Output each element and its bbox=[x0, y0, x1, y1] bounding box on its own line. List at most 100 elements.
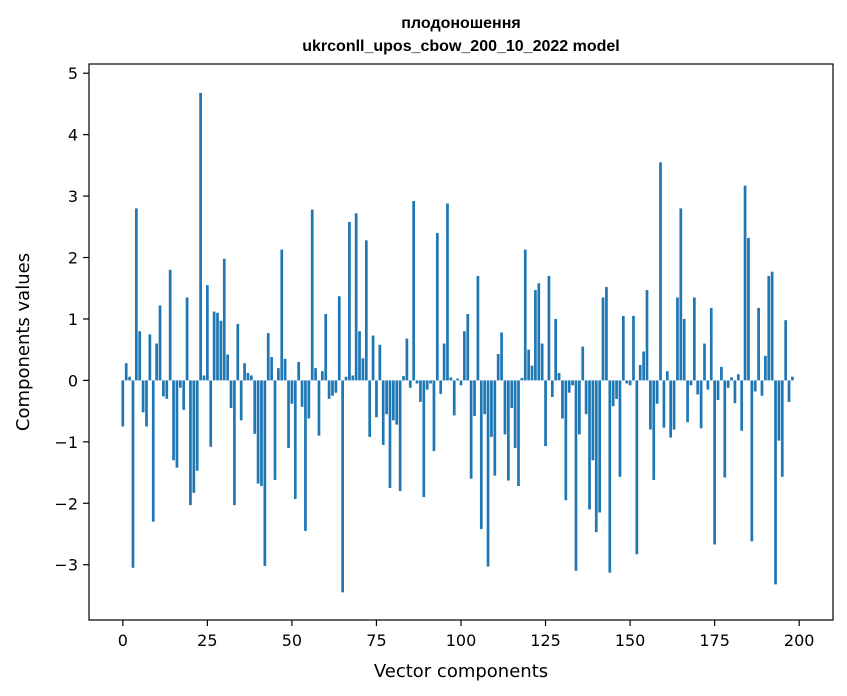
bar bbox=[446, 203, 449, 381]
bar bbox=[686, 380, 689, 423]
bar bbox=[652, 380, 656, 480]
bar bbox=[584, 380, 588, 415]
bar bbox=[649, 380, 652, 430]
bar bbox=[405, 338, 409, 381]
bar bbox=[571, 380, 574, 386]
bar bbox=[699, 380, 703, 429]
bar bbox=[574, 380, 578, 571]
bar bbox=[192, 380, 196, 493]
bar bbox=[716, 380, 720, 401]
bar bbox=[185, 297, 189, 381]
bar bbox=[459, 380, 463, 386]
bar bbox=[625, 380, 629, 384]
bar bbox=[310, 209, 314, 381]
bar bbox=[791, 376, 794, 381]
bar bbox=[297, 361, 301, 381]
bar bbox=[378, 344, 382, 381]
bar bbox=[764, 355, 767, 381]
bar bbox=[726, 380, 730, 388]
bar bbox=[354, 213, 358, 381]
bar bbox=[493, 380, 497, 476]
x-tick-label: 175 bbox=[699, 631, 730, 650]
bar bbox=[517, 380, 520, 487]
bar bbox=[331, 380, 334, 396]
bar bbox=[618, 380, 622, 477]
bar bbox=[371, 335, 375, 381]
bar bbox=[317, 380, 321, 436]
bar bbox=[158, 305, 162, 381]
bar bbox=[243, 363, 246, 381]
bar bbox=[463, 331, 466, 381]
bar bbox=[635, 380, 639, 555]
bar bbox=[341, 380, 344, 593]
y-tick-label: −2 bbox=[54, 494, 78, 513]
bar bbox=[283, 358, 287, 381]
bar bbox=[736, 374, 740, 381]
bar bbox=[632, 315, 635, 381]
bar bbox=[557, 373, 561, 381]
bar bbox=[469, 380, 473, 479]
bar bbox=[337, 296, 341, 381]
bar bbox=[195, 380, 199, 471]
bar bbox=[290, 380, 294, 404]
bar bbox=[581, 346, 585, 381]
bar bbox=[381, 380, 385, 445]
bar bbox=[540, 343, 544, 381]
bar bbox=[320, 371, 324, 381]
bar bbox=[293, 380, 297, 499]
bar bbox=[703, 343, 706, 381]
x-axis-label: Vector components bbox=[374, 661, 548, 682]
bar bbox=[774, 380, 777, 585]
bar bbox=[770, 271, 774, 381]
bar bbox=[175, 380, 179, 468]
bar bbox=[148, 334, 152, 381]
bar bbox=[277, 368, 280, 381]
bar bbox=[334, 380, 338, 393]
bar bbox=[253, 380, 257, 434]
bar bbox=[408, 380, 412, 388]
bar bbox=[601, 297, 605, 381]
bar bbox=[706, 380, 710, 390]
bar bbox=[452, 380, 456, 416]
bar-series bbox=[121, 92, 794, 593]
bar bbox=[239, 380, 243, 421]
bar bbox=[567, 380, 571, 393]
bar bbox=[202, 375, 206, 381]
bar bbox=[537, 283, 541, 381]
y-tick-label: −1 bbox=[54, 433, 78, 452]
bar bbox=[368, 380, 372, 437]
bar bbox=[162, 380, 165, 397]
bar bbox=[121, 380, 125, 427]
y-tick-label: 0 bbox=[68, 371, 78, 390]
bar bbox=[561, 380, 564, 419]
y-tick-label: −3 bbox=[54, 556, 78, 575]
y-axis-ticks: −3 −2 −1 0 1 2 3 4 5 bbox=[54, 64, 89, 575]
bar bbox=[415, 380, 419, 384]
bar bbox=[145, 380, 148, 427]
bar bbox=[591, 380, 595, 461]
bar bbox=[676, 297, 679, 381]
bar bbox=[743, 185, 747, 381]
bar bbox=[730, 377, 733, 381]
bar bbox=[534, 290, 537, 381]
bar bbox=[757, 307, 760, 381]
bar bbox=[598, 380, 602, 513]
bar bbox=[787, 380, 791, 402]
bar bbox=[615, 380, 618, 399]
bar bbox=[392, 380, 395, 421]
bar bbox=[628, 380, 632, 386]
bar bbox=[304, 380, 307, 531]
bar bbox=[155, 343, 158, 381]
bar bbox=[307, 380, 311, 419]
bar bbox=[364, 240, 368, 381]
bar bbox=[165, 380, 169, 399]
bar bbox=[777, 380, 781, 441]
bar bbox=[388, 380, 392, 488]
bar bbox=[767, 275, 771, 381]
bar bbox=[689, 380, 693, 386]
bar bbox=[682, 318, 686, 381]
bar bbox=[486, 380, 490, 567]
bar bbox=[206, 285, 209, 381]
y-tick-label: 2 bbox=[68, 249, 78, 268]
